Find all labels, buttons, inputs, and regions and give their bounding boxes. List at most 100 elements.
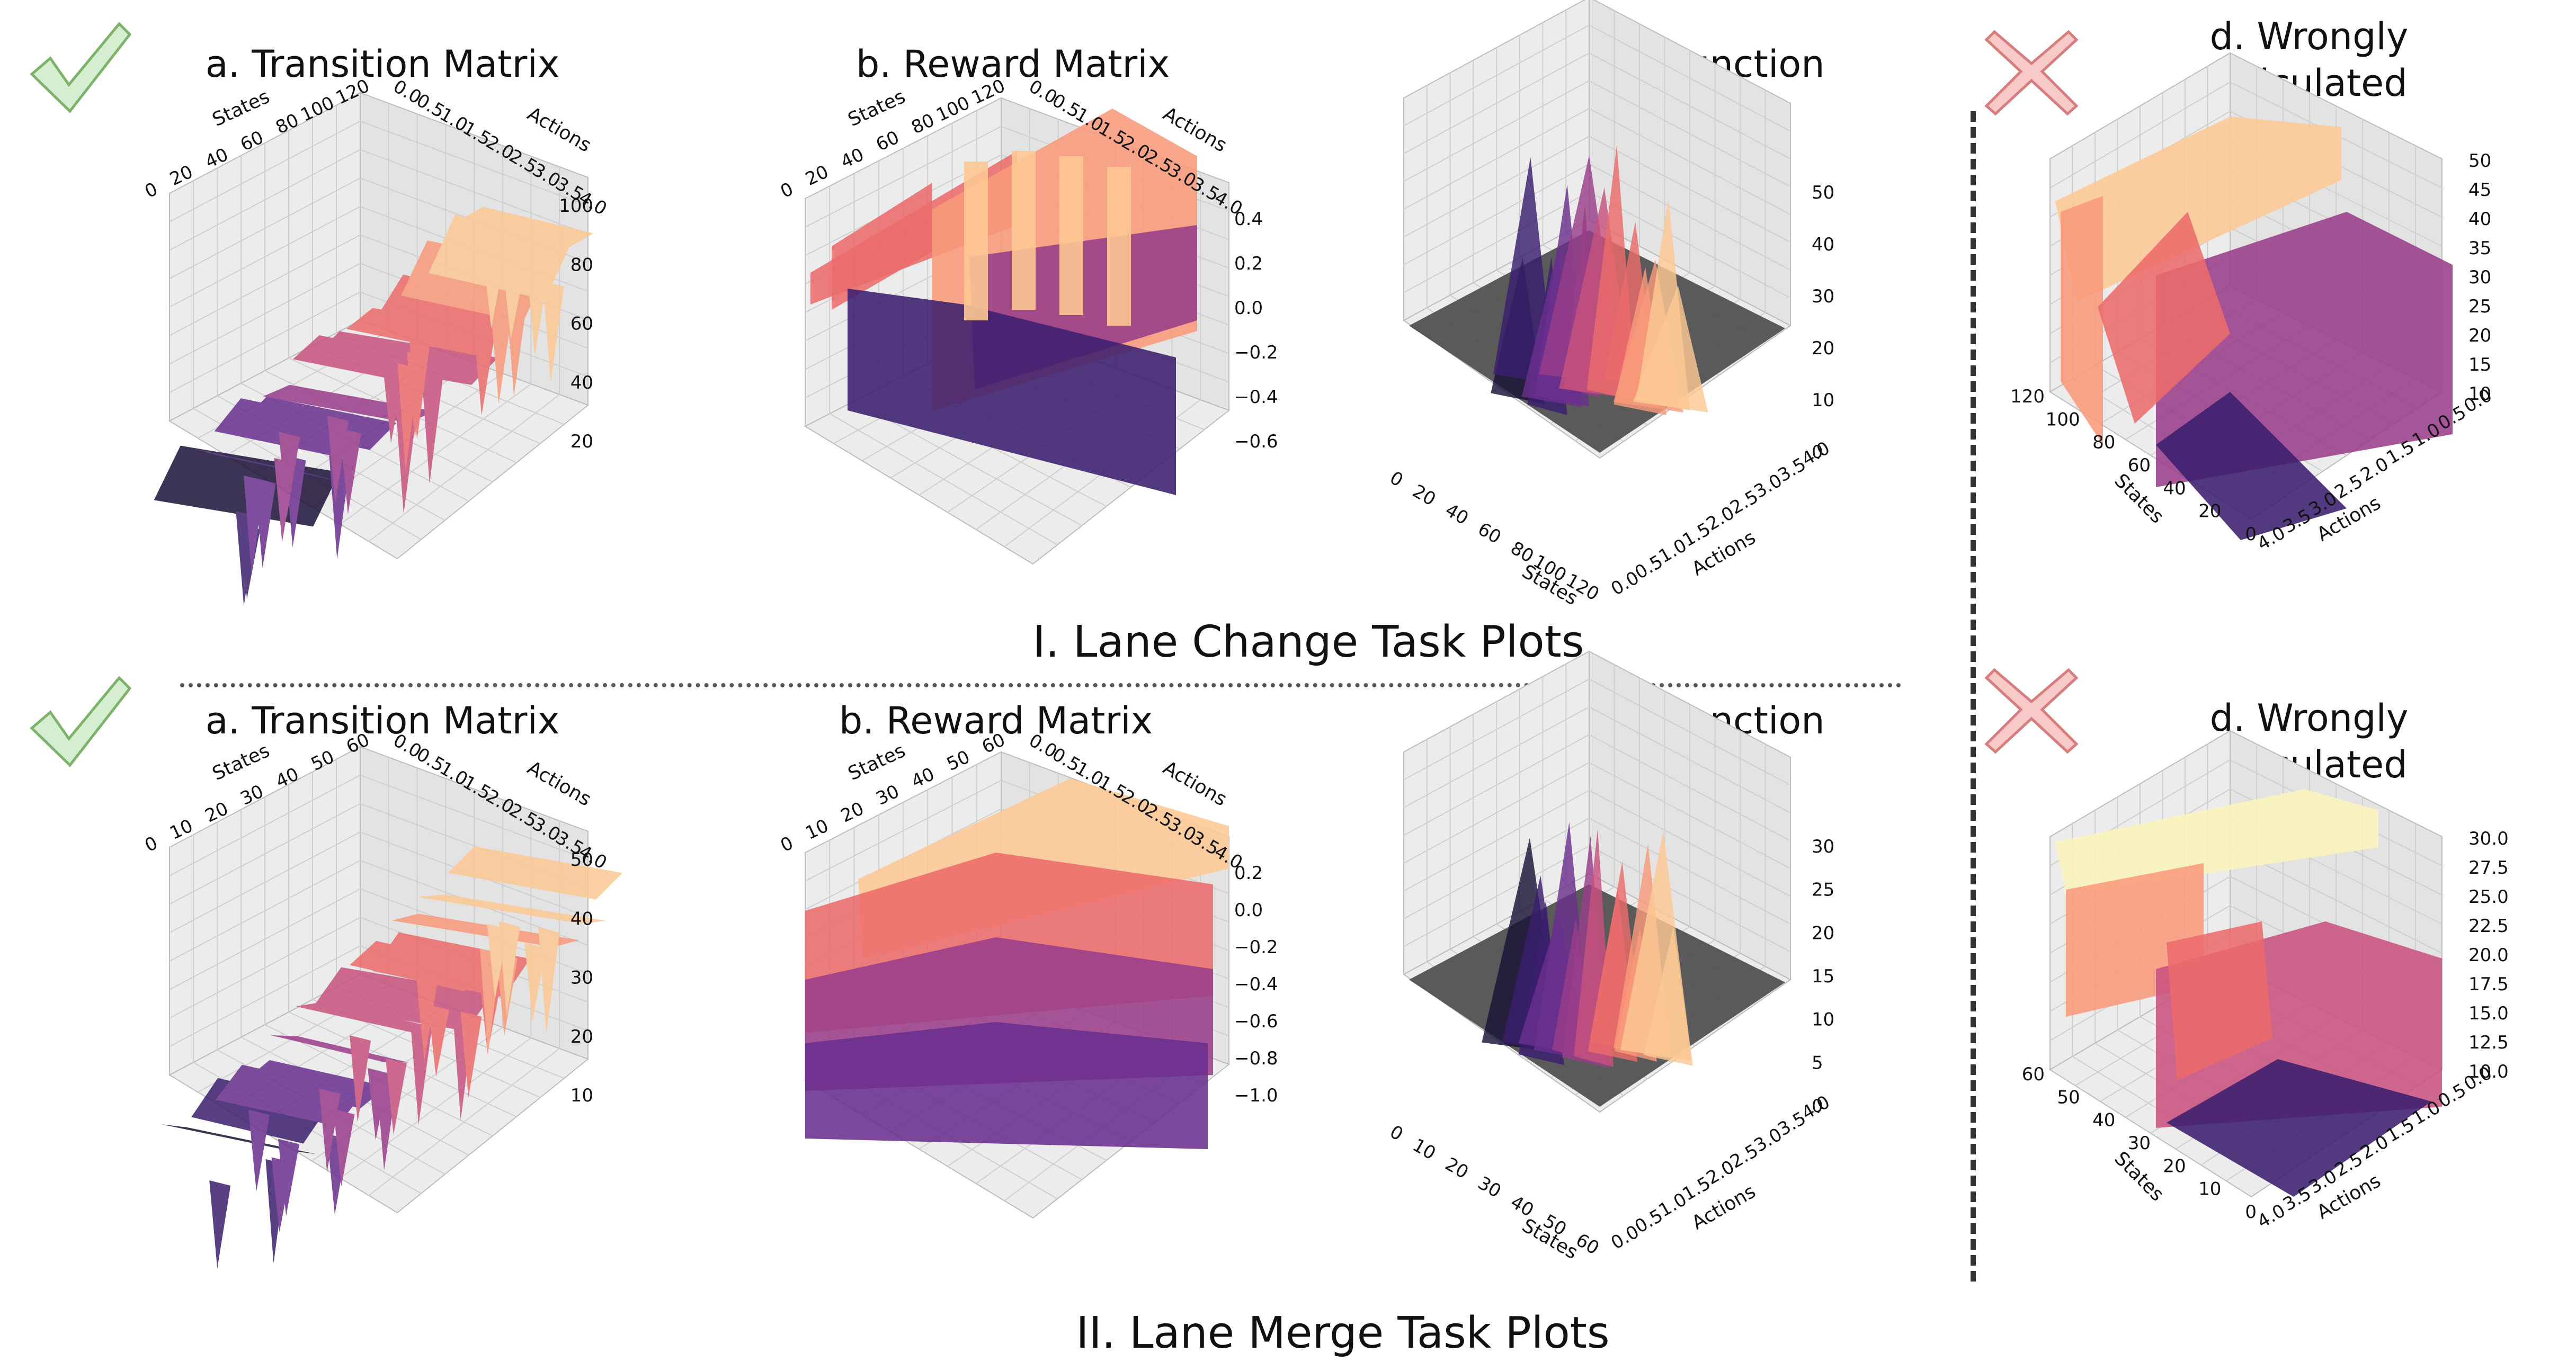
grid-line	[368, 1048, 560, 1196]
z-tick: 22.5	[2468, 916, 2509, 937]
surface	[2055, 789, 2442, 1197]
surface-spike	[385, 1058, 407, 1135]
grid-line	[1403, 678, 1590, 781]
grid-line	[368, 394, 560, 542]
surface-sheet	[805, 1022, 1208, 1149]
states-tick: 10	[1409, 1134, 1439, 1164]
z-tick: 0.0	[1234, 298, 1263, 319]
z-tick: 0.2	[1234, 863, 1263, 884]
surface	[805, 778, 1229, 1149]
surface	[154, 207, 594, 606]
surface-block	[2098, 212, 2230, 424]
grid-line	[169, 177, 361, 280]
states-tick: 20	[2198, 501, 2221, 522]
states-tick: 0	[777, 832, 797, 856]
z-tick: 25	[1812, 880, 1834, 901]
check-icon	[30, 676, 132, 767]
states-tick: 40	[1441, 499, 1472, 529]
surface-patch	[161, 1124, 316, 1154]
states-axis-label: States	[209, 86, 273, 131]
states-axis-label: States	[845, 740, 909, 785]
states-tick: 120	[2010, 386, 2045, 407]
surface-spike	[340, 428, 361, 515]
surface-spike	[209, 1180, 231, 1269]
z-tick-group: 50 40 30 20 10 0	[1812, 182, 1834, 463]
states-tick: 0	[1386, 1121, 1407, 1145]
surface-spike	[483, 252, 505, 329]
z-tick: 10	[2468, 383, 2491, 405]
z-tick: −0.6	[1234, 1011, 1278, 1032]
section-divider	[180, 683, 1902, 687]
surface-spike	[411, 1024, 432, 1125]
surface-spike	[368, 1068, 389, 1141]
z-tick: 10	[571, 1085, 593, 1106]
surface-patch	[271, 1035, 409, 1063]
states-tick: 40	[2163, 478, 2186, 499]
surface-bar	[964, 162, 988, 320]
z-tick: −0.2	[1234, 342, 1278, 363]
surface-spike	[333, 1109, 355, 1187]
surface-patch	[418, 894, 607, 924]
grid-line	[805, 779, 1002, 882]
grid-line	[169, 774, 361, 876]
z-tick: 10	[1812, 1009, 1834, 1031]
z-tick: 40	[1812, 234, 1834, 255]
grid-line	[1589, 108, 1791, 215]
surface-spike	[409, 335, 431, 440]
z-tick: 25.0	[2468, 886, 2509, 908]
states-axis-label: States	[209, 740, 273, 785]
z-tick-group: 100 80 60 40 20	[559, 195, 593, 452]
z-tick: 10	[1812, 390, 1834, 411]
z-tick: 35	[2468, 238, 2491, 259]
z-tick: 60	[571, 313, 593, 335]
section-title: II. Lane Merge Task Plots	[1076, 1308, 1610, 1358]
surface-block	[2061, 196, 2103, 445]
surface-spike	[538, 927, 560, 1034]
z-tick: 40	[2468, 209, 2491, 230]
surface	[1409, 145, 1785, 453]
states-tick: 60	[2022, 1064, 2045, 1085]
surface-spike	[244, 475, 265, 575]
z-tick: 30	[1812, 286, 1834, 307]
z-tick: 17.5	[2468, 974, 2509, 995]
surface-spike	[491, 309, 512, 404]
z-tick: 25	[2468, 296, 2491, 317]
grid-line	[360, 774, 589, 861]
z-tick: 27.5	[2468, 857, 2509, 879]
surface-spike	[350, 1035, 371, 1123]
states-tick: 20	[1441, 1153, 1472, 1183]
surface-patch	[456, 207, 594, 249]
surface-spike	[421, 373, 443, 484]
chart-title: b. Reward Matrix	[855, 42, 1170, 86]
chart-title: b. Reward Matrix	[839, 699, 1153, 742]
grid-line	[1589, 52, 1791, 159]
z-tick: 0	[1812, 442, 1823, 463]
z-tick: 20.0	[2468, 945, 2509, 966]
cross-icon	[1984, 668, 2079, 754]
grid-line	[1403, 706, 1590, 808]
actions-axis-label: Actions	[1160, 757, 1231, 810]
surface-bar	[1059, 156, 1083, 315]
z-tick: 15.0	[2468, 1003, 2509, 1024]
surface-block	[2055, 789, 2378, 895]
surface-patch	[313, 331, 498, 385]
actions-tick-group: 0.00.51.01.52.02.53.03.54.0	[1608, 437, 1834, 600]
surface-spike	[271, 1157, 293, 1232]
surface-spike	[460, 1011, 482, 1098]
states-axis-label: States	[845, 86, 909, 131]
z-tick: −0.2	[1234, 937, 1278, 958]
z-tick: 80	[571, 254, 593, 275]
grid-line	[1403, 762, 1590, 864]
states-tick: 50	[2057, 1087, 2080, 1108]
z-tick: −0.4	[1234, 974, 1278, 995]
z-tick: 100	[559, 195, 593, 217]
chart-lm-wrong: 60504030201004.03.53.02.52.01.51.00.50.0…	[2022, 730, 2509, 1233]
z-tick-group: 50 40 30 20 10	[571, 849, 593, 1106]
z-tick-group: 0.4 0.2 0.0 −0.2 −0.4 −0.6	[1234, 209, 1278, 452]
states-tick: 0	[2245, 1202, 2257, 1223]
grid-line	[1589, 706, 1791, 813]
